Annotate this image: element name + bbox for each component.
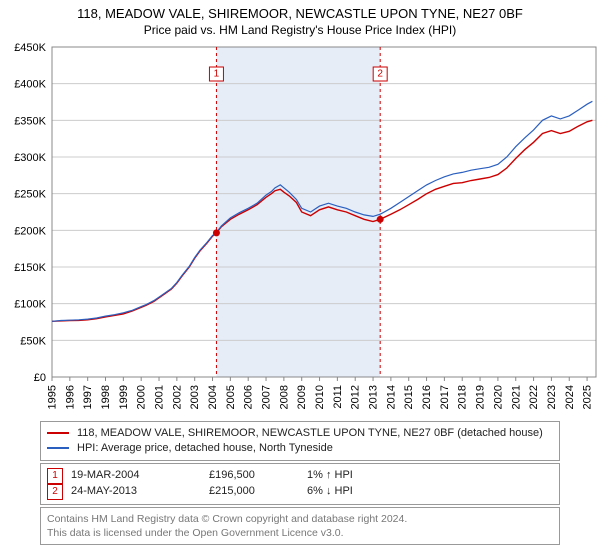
svg-text:£250K: £250K [14,189,46,201]
sale-date: 24-MAY-2013 [71,484,201,499]
sale-date: 19-MAR-2004 [71,468,201,483]
title-block: 118, MEADOW VALE, SHIREMOOR, NEWCASTLE U… [0,0,600,39]
svg-text:2013: 2013 [368,385,380,409]
svg-text:1996: 1996 [64,385,76,409]
svg-text:2018: 2018 [457,385,469,409]
svg-text:£450K: £450K [14,42,46,54]
svg-text:2021: 2021 [510,385,522,409]
svg-text:£0: £0 [34,372,46,384]
svg-text:2024: 2024 [564,385,576,409]
legend-label: HPI: Average price, detached house, Nort… [77,441,333,456]
sale-diff: 6% ↓ HPI [307,484,397,499]
svg-text:2005: 2005 [225,385,237,409]
svg-text:2008: 2008 [278,385,290,409]
sale-price: £196,500 [209,468,299,483]
svg-text:2006: 2006 [243,385,255,409]
sale-marker-icon: 1 [47,468,63,484]
legend-swatch [47,447,69,449]
svg-text:2022: 2022 [528,385,540,409]
svg-text:2012: 2012 [350,385,362,409]
svg-text:2010: 2010 [314,385,326,409]
svg-text:2011: 2011 [332,385,344,409]
line-chart-svg: £0 £50K £100K £150K £200K £250K £300K £350K £400… [0,39,600,419]
legend-item-property: 118, MEADOW VALE, SHIREMOOR, NEWCASTLE U… [47,426,553,441]
svg-text:£50K: £50K [20,335,46,347]
sale-marker-icon: 2 [47,484,63,500]
svg-text:2019: 2019 [475,385,487,409]
svg-text:2023: 2023 [546,385,558,409]
svg-text:2017: 2017 [439,385,451,409]
legend-box: 118, MEADOW VALE, SHIREMOOR, NEWCASTLE U… [40,421,560,461]
sale-row: 1 19-MAR-2004 £196,500 1% ↑ HPI [47,468,553,484]
svg-text:2016: 2016 [421,385,433,409]
sale-diff: 1% ↑ HPI [307,468,397,483]
svg-text:2001: 2001 [154,385,166,409]
footer-line: This data is licensed under the Open Gov… [47,526,553,540]
svg-text:2007: 2007 [261,385,273,409]
svg-text:£300K: £300K [14,152,46,164]
legend-swatch [47,432,69,434]
svg-text:1997: 1997 [82,385,94,409]
legend-label: 118, MEADOW VALE, SHIREMOOR, NEWCASTLE U… [77,426,543,441]
title-address: 118, MEADOW VALE, SHIREMOOR, NEWCASTLE U… [8,6,592,21]
svg-text:2004: 2004 [207,385,219,409]
sales-table: 1 19-MAR-2004 £196,500 1% ↑ HPI 2 24-MAY… [40,463,560,505]
svg-text:2025: 2025 [582,385,594,409]
svg-text:£350K: £350K [14,115,46,127]
footer-line: Contains HM Land Registry data © Crown c… [47,512,553,526]
svg-text:£150K: £150K [14,262,46,274]
footer-attribution: Contains HM Land Registry data © Crown c… [40,507,560,545]
svg-text:£100K: £100K [14,299,46,311]
chart-container: 118, MEADOW VALE, SHIREMOOR, NEWCASTLE U… [0,0,600,545]
svg-text:2003: 2003 [189,385,201,409]
svg-text:1: 1 [214,69,220,80]
sale-marker-number: 1 [52,469,58,483]
svg-text:2009: 2009 [296,385,308,409]
svg-text:2000: 2000 [136,385,148,409]
legend-item-hpi: HPI: Average price, detached house, Nort… [47,441,553,456]
svg-text:2002: 2002 [171,385,183,409]
chart-area: £0 £50K £100K £150K £200K £250K £300K £350K £400… [0,39,600,419]
sale-marker-number: 2 [52,485,58,499]
svg-text:2015: 2015 [403,385,415,409]
svg-text:1995: 1995 [47,385,59,409]
svg-text:£400K: £400K [14,79,46,91]
sale-row: 2 24-MAY-2013 £215,000 6% ↓ HPI [47,484,553,500]
svg-text:£200K: £200K [14,225,46,237]
svg-text:2: 2 [377,69,383,80]
sale-price: £215,000 [209,484,299,499]
svg-text:1999: 1999 [118,385,130,409]
svg-text:2014: 2014 [385,385,397,409]
title-subtitle: Price paid vs. HM Land Registry's House … [8,23,592,37]
svg-text:1998: 1998 [100,385,112,409]
svg-text:2020: 2020 [492,385,504,409]
